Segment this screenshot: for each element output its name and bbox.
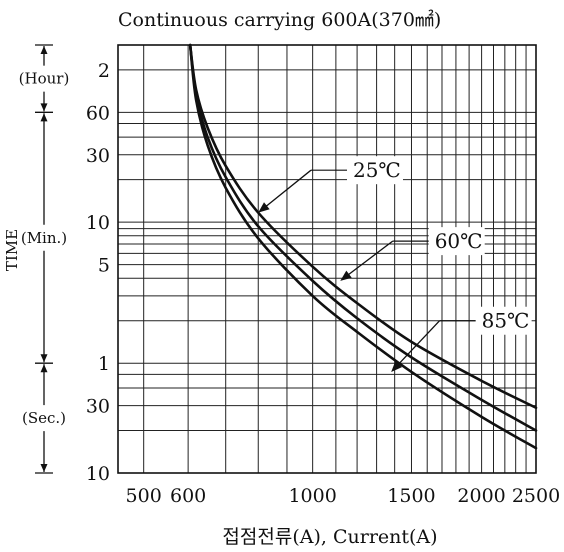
band-arrow-head	[40, 364, 48, 373]
annotation-label-bg	[475, 306, 532, 335]
x-tick-label: 2000	[457, 485, 505, 507]
series-curves	[188, 43, 538, 450]
y-tick-label: 30	[86, 396, 110, 418]
y-tick-label: 30	[86, 145, 110, 167]
y-tick-label: 1	[98, 353, 110, 375]
y-tick-labels: 10 30 1 5 10 30 60 2	[86, 60, 110, 485]
series-curve	[188, 43, 538, 410]
annotation-arrow-line	[341, 240, 394, 281]
annotation-label: 60℃	[435, 229, 483, 253]
time-bands: (Hour) (Min.) (Sec.)	[19, 44, 70, 474]
annotation-arrow-line	[392, 320, 441, 371]
annotation-label: 85℃	[482, 309, 530, 333]
y-tick-label: 5	[98, 255, 110, 277]
plot-frame	[117, 44, 537, 474]
band-arrow-head	[40, 354, 48, 363]
x-tick-label: 1500	[387, 485, 435, 507]
y-tick-label: 2	[98, 60, 110, 82]
series-curve	[188, 43, 538, 432]
x-tick-labels: 500 600 1000 1500 2000 2500	[126, 485, 561, 507]
band-arrow-head	[40, 464, 48, 472]
annotation-arrow-head	[258, 202, 270, 213]
band-arrow-head	[40, 113, 48, 122]
x-tick-label: 600	[170, 485, 206, 507]
y-axis-label: TIME	[3, 229, 21, 271]
x-tick-label: 500	[126, 485, 162, 507]
band-arrow-head	[40, 46, 48, 54]
annotation-label-bg	[428, 227, 485, 256]
y-tick-label: 10	[86, 463, 110, 485]
annotation-arrow-head	[391, 360, 402, 372]
annotation-arrow-line	[259, 169, 312, 212]
time-band-label: (Hour)	[19, 70, 70, 88]
y-tick-label: 60	[86, 102, 110, 124]
annotation-arrow-head	[340, 270, 352, 281]
x-tick-label: 2500	[512, 485, 560, 507]
series-annotations: 25℃ 60℃ 85℃	[258, 156, 532, 372]
band-arrow-head	[40, 103, 48, 112]
annotation-label: 25℃	[353, 158, 401, 182]
x-axis-label: 접점전류(A), Current(A)	[222, 526, 437, 548]
time-band-label: (Min.)	[21, 229, 67, 247]
annotation-label-bg	[346, 156, 403, 185]
time-band-label: (Sec.)	[22, 409, 66, 427]
x-tick-label: 1000	[288, 485, 336, 507]
grid	[118, 45, 536, 473]
series-curve	[188, 43, 538, 450]
chart-title: Continuous carrying 600A(370㎟)	[118, 8, 441, 31]
y-tick-label: 10	[86, 212, 110, 234]
